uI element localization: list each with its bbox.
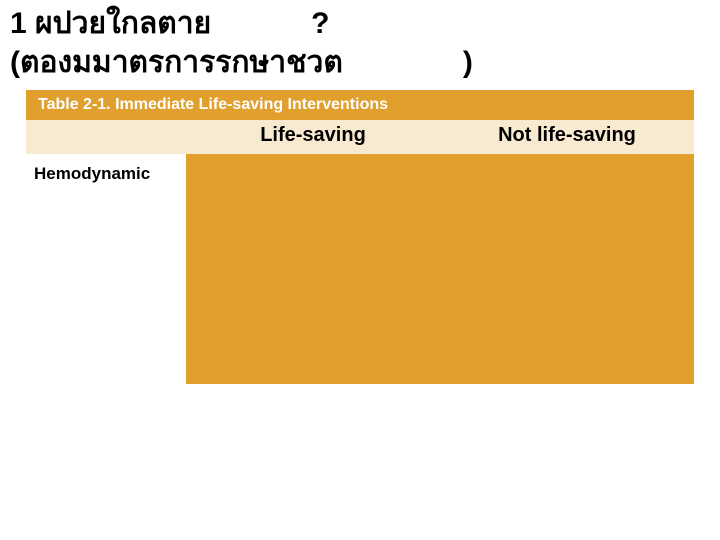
table-header-row: Life-saving Not life-saving [26,120,694,154]
header-cell-notlifesaving: Not life-saving [440,120,694,154]
table-row: Hemodynamic [26,154,694,384]
title-qmark: ? [311,7,329,40]
title-text-2a: (ตองมมาตรการรกษาชวต [10,46,343,79]
table-caption: Table 2-1. Immediate Life-saving Interve… [26,90,694,120]
title-close-paren: ) [463,46,473,79]
title-line-1: 1 ผปวยใกลตาย? [10,4,710,43]
title-block: 1 ผปวยใกลตาย? (ตองมมาตรการรกษาชวต) [0,0,720,90]
header-cell-lifesaving: Life-saving [186,120,440,154]
title-line-2: (ตองมมาตรการรกษาชวต) [10,43,710,82]
interventions-table: Table 2-1. Immediate Life-saving Interve… [26,90,694,384]
header-cell-empty [26,120,186,154]
row-body-covered [186,154,694,384]
row-label-hemodynamic: Hemodynamic [26,154,186,384]
title-text-1a: 1 ผปวยใกลตาย [10,7,211,40]
